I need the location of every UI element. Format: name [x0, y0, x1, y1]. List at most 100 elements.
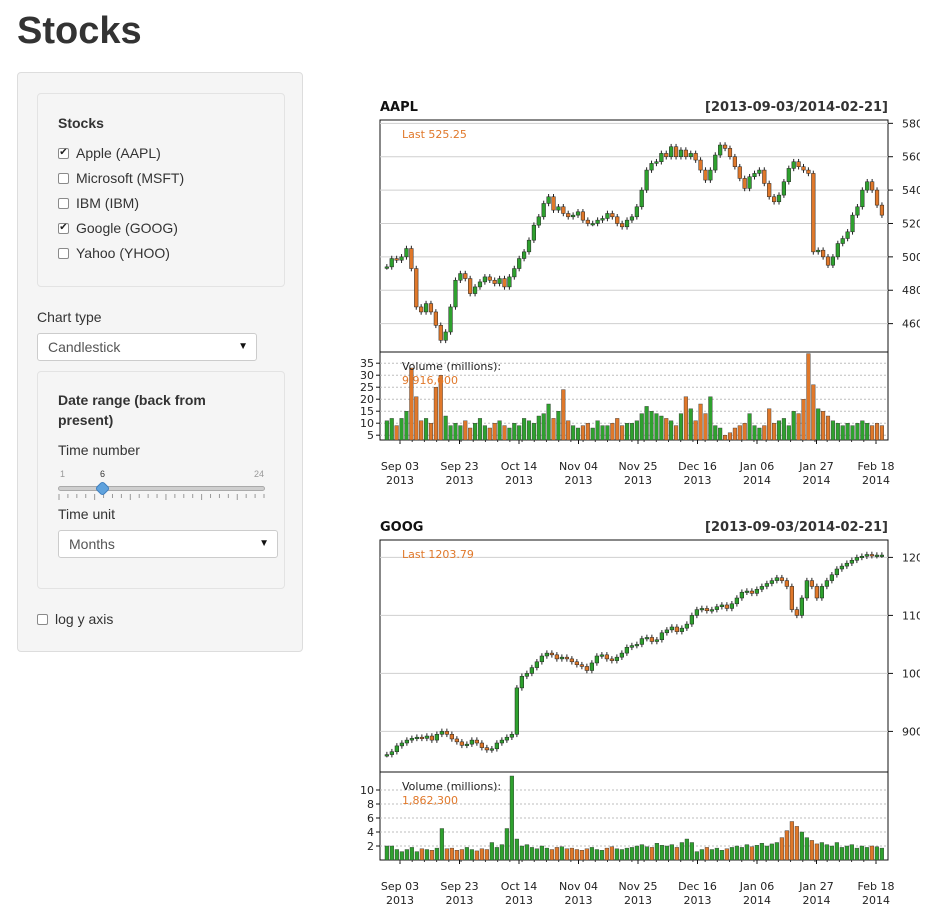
candle [536, 216, 541, 226]
volume-bar [816, 408, 821, 441]
volume-bar [814, 843, 819, 861]
x-tick-label: Sep 23 [440, 460, 478, 473]
candle [776, 194, 782, 203]
checkbox-yhoo[interactable]: Yahoo (YHOO) [58, 243, 170, 263]
volume-legend-label: Volume (millions): [402, 360, 501, 373]
candle [703, 169, 708, 181]
candle [674, 626, 679, 632]
volume-bar [801, 399, 806, 441]
checkbox-msft-box[interactable] [58, 172, 69, 184]
volume-bar [754, 845, 759, 861]
price-tick-label: 500 [902, 251, 920, 264]
candle [678, 149, 684, 157]
candle [561, 206, 566, 214]
candle [620, 223, 625, 228]
candle [443, 331, 448, 341]
candle [614, 656, 619, 661]
checkbox-aapl[interactable]: ✔ Apple (AAPL) [58, 143, 161, 163]
price-tick-label: 460 [902, 318, 920, 331]
volume-bar [566, 420, 571, 441]
volume-bar [734, 845, 739, 861]
candle [423, 303, 429, 313]
candle [514, 687, 519, 735]
candle [719, 604, 724, 607]
volume-bar [610, 423, 615, 441]
sidebar-panel: Stocks ✔ Apple (AAPL) Microsoft (MSFT) I… [17, 72, 303, 652]
candle [580, 211, 586, 221]
volume-bar [574, 849, 579, 861]
date-range-title: Date range (back from present) [58, 392, 206, 428]
checkbox-ibm-box[interactable] [58, 197, 69, 209]
volume-bar [546, 403, 551, 441]
volume-bar [727, 432, 733, 441]
candle [714, 606, 719, 610]
log-y-checkbox[interactable]: log y axis [37, 609, 113, 629]
time-unit-select[interactable]: Months ▼ [58, 530, 278, 558]
volume-bar [644, 406, 649, 441]
volume-bar [845, 423, 850, 441]
volume-bar [512, 423, 517, 441]
candle [742, 178, 747, 189]
volume-bar [684, 838, 689, 861]
candle [585, 219, 590, 224]
volume-bar [599, 850, 604, 861]
candle [494, 742, 499, 750]
candle [737, 166, 742, 179]
volume-bar [654, 413, 659, 441]
slider-track[interactable] [58, 486, 265, 491]
candle [512, 268, 517, 278]
volume-bar [634, 845, 639, 861]
candle [549, 652, 554, 656]
volume-bar [860, 420, 865, 441]
checkbox-yhoo-label: Yahoo (YHOO) [76, 245, 170, 261]
checkbox-msft[interactable]: Microsoft (MSFT) [58, 168, 184, 188]
volume-bar [419, 848, 424, 861]
candle [809, 580, 814, 587]
checkbox-goog[interactable]: ✔ Google (GOOG) [58, 218, 178, 238]
candle [796, 161, 801, 167]
x-tick-label: Feb 18 [858, 880, 895, 893]
volume-bar [834, 842, 839, 861]
chart-range-label: [2013-09-03/2014-02-21] [705, 100, 888, 115]
candle [639, 189, 644, 208]
x-tick-year: 2014 [803, 894, 831, 907]
time-number-slider[interactable]: 1 6 24 [58, 467, 266, 507]
x-tick-label: Dec 16 [678, 880, 717, 893]
candle [458, 273, 463, 281]
checkbox-yhoo-box[interactable] [58, 247, 69, 259]
volume-bar [459, 849, 464, 861]
candle [604, 654, 609, 660]
candle [834, 568, 839, 576]
volume-bar [789, 821, 794, 861]
volume-bar [615, 418, 620, 441]
volume-bar [769, 843, 774, 861]
log-y-checkbox-box[interactable] [37, 613, 48, 625]
candle [605, 213, 610, 219]
candle [786, 168, 791, 183]
candle [829, 574, 834, 581]
volume-bar [723, 435, 728, 441]
volume-bar [487, 427, 492, 441]
volume-tick-label: 20 [360, 393, 374, 406]
candle [526, 239, 532, 253]
stock-charts: AAPL [2013-09-03/2014-02-21]5805605405205… [360, 100, 920, 907]
candle [569, 658, 574, 663]
volume-bar [804, 837, 809, 861]
candle [389, 751, 394, 755]
last-price-label: Last 525.25 [402, 128, 467, 141]
candle [414, 736, 419, 739]
volume-bar [564, 848, 569, 861]
candle [850, 214, 855, 233]
price-tick-label: 1000 [902, 667, 920, 680]
x-tick-year: 2013 [505, 894, 533, 907]
checkbox-aapl-box[interactable]: ✔ [58, 147, 69, 159]
candle [752, 173, 757, 177]
checkbox-goog-box[interactable]: ✔ [58, 222, 69, 234]
checkbox-ibm[interactable]: IBM (IBM) [58, 193, 139, 213]
candle [654, 161, 659, 164]
volume-bar [732, 427, 737, 441]
chart-type-select[interactable]: Candlestick ▼ [37, 333, 257, 361]
candle [541, 203, 546, 218]
candle [414, 268, 419, 308]
volume-bar [438, 375, 443, 441]
